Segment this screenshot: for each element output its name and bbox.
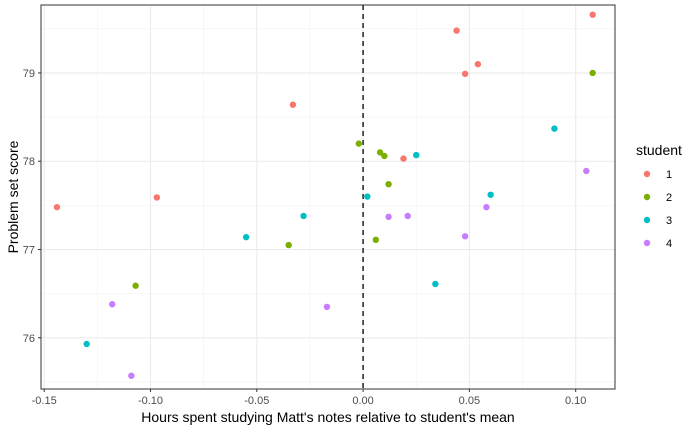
legend-key-student-3 — [643, 216, 651, 224]
legend-label-student-1: 1 — [666, 169, 672, 181]
data-point-student-1 — [289, 101, 297, 108]
legend-label-student-4: 4 — [666, 238, 672, 250]
legend-title: student — [636, 142, 682, 158]
data-point-student-1 — [400, 155, 407, 162]
data-point-student-1 — [474, 60, 482, 68]
data-point-student-2 — [285, 241, 292, 249]
data-point-student-2 — [589, 69, 596, 77]
data-point-student-3 — [413, 151, 420, 159]
legend-label-student-2: 2 — [666, 192, 672, 204]
legend-key-student-4 — [643, 239, 651, 247]
x-axis-ticks: -0.15 -0.10 -0.05 0.00 0.05 0.10 — [32, 389, 586, 407]
x-tick-label: 0.05 — [459, 395, 480, 407]
data-point-student-3 — [364, 193, 371, 200]
minor-gridlines — [41, 5, 615, 389]
data-point-student-4 — [404, 212, 411, 220]
legend: student 1 2 3 4 — [636, 142, 682, 250]
data-point-student-2 — [132, 282, 139, 289]
data-point-student-4 — [461, 233, 469, 240]
data-point-student-1 — [53, 203, 61, 211]
x-tick-label: 0.00 — [352, 395, 373, 407]
x-tick-label: -0.10 — [138, 395, 163, 407]
data-point-student-1 — [153, 194, 161, 201]
data-point-student-2 — [372, 236, 380, 244]
data-point-student-4 — [323, 303, 331, 311]
x-tick-label: -0.15 — [32, 395, 57, 407]
x-tick-label: -0.05 — [244, 395, 269, 407]
data-point-student-3 — [487, 191, 494, 198]
data-point-student-4 — [385, 213, 392, 221]
legend-items: 1 2 3 4 — [643, 169, 672, 250]
data-point-student-3 — [83, 340, 90, 348]
data-point-student-2 — [355, 140, 363, 147]
legend-label-student-3: 3 — [666, 215, 672, 227]
data-point-student-1 — [589, 11, 596, 18]
data-points — [53, 11, 596, 379]
y-axis-ticks: 76 77 78 79 — [23, 68, 41, 345]
x-axis-title: Hours spent studying Matt's notes relati… — [141, 409, 514, 425]
data-point-student-1 — [453, 27, 460, 34]
y-tick-label: 78 — [23, 156, 35, 168]
y-tick-label: 77 — [23, 245, 35, 257]
data-point-student-2 — [385, 181, 392, 188]
x-tick-label: 0.10 — [565, 395, 586, 407]
data-point-student-3 — [551, 125, 558, 132]
data-point-student-3 — [242, 233, 250, 241]
y-tick-label: 76 — [23, 333, 35, 345]
data-point-student-1 — [461, 70, 469, 78]
y-tick-label: 79 — [23, 68, 35, 80]
y-axis-title: Problem set score — [5, 140, 21, 253]
legend-key-student-1 — [643, 170, 651, 178]
data-point-student-3 — [300, 212, 307, 220]
data-point-student-2 — [381, 152, 388, 160]
data-point-student-3 — [432, 280, 439, 288]
data-point-student-4 — [128, 372, 135, 379]
data-point-student-4 — [109, 301, 116, 308]
panel-border — [40, 4, 616, 390]
data-point-student-4 — [483, 203, 490, 211]
data-point-student-4 — [583, 167, 590, 175]
legend-key-student-2 — [643, 193, 651, 201]
data-point-student-2 — [376, 149, 384, 156]
